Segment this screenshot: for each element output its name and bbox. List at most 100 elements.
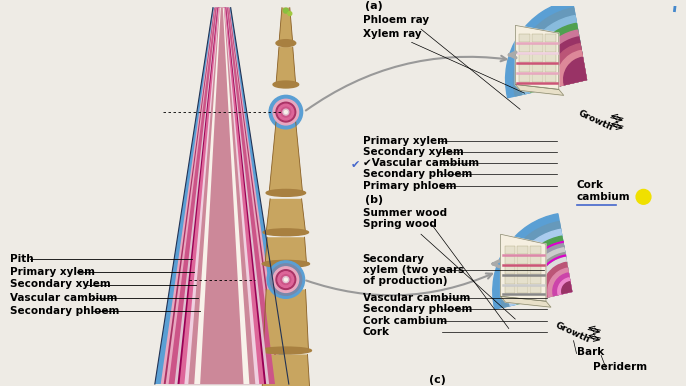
Bar [532,44,543,52]
Bar [530,246,541,254]
Text: Cork cambium: Cork cambium [363,316,447,326]
Wedge shape [508,229,571,306]
Text: Secondary phloem: Secondary phloem [363,169,472,179]
Bar [530,266,541,274]
Text: Secondary phloem: Secondary phloem [363,304,472,314]
Text: Growth: Growth [554,321,591,345]
Wedge shape [506,0,587,98]
Polygon shape [501,234,546,301]
Ellipse shape [263,229,309,236]
Polygon shape [180,8,264,384]
Wedge shape [536,30,587,91]
Text: Secondary: Secondary [363,254,425,264]
Text: Phloem ray: Phloem ray [363,15,429,25]
Ellipse shape [262,261,309,267]
Polygon shape [279,8,293,43]
Bar [505,266,515,274]
Text: Pith: Pith [10,254,34,264]
Polygon shape [262,354,309,386]
Text: Summer wood: Summer wood [363,208,447,218]
Bar [530,276,541,284]
Circle shape [283,109,289,115]
Circle shape [267,261,305,298]
Text: cambium: cambium [576,192,630,202]
Polygon shape [161,8,283,384]
Wedge shape [493,214,571,309]
Polygon shape [194,8,250,384]
Bar [545,34,556,42]
Bar [519,54,530,62]
Wedge shape [550,44,587,88]
Circle shape [269,95,303,129]
Wedge shape [558,278,571,295]
Wedge shape [529,23,587,92]
Bar [517,276,528,284]
Circle shape [273,99,298,125]
Ellipse shape [266,190,305,196]
Ellipse shape [260,347,311,354]
Bar [505,286,515,293]
Polygon shape [200,8,244,384]
Text: Cork: Cork [576,180,604,190]
Circle shape [281,107,291,117]
Polygon shape [265,237,307,264]
Text: Primary xylem: Primary xylem [10,267,95,277]
Wedge shape [557,51,587,86]
Bar [519,44,530,52]
Wedge shape [564,57,587,85]
Circle shape [273,267,298,293]
Text: Vascular cambium: Vascular cambium [10,293,117,303]
Text: ✔: ✔ [351,160,360,170]
Wedge shape [515,236,571,304]
Bar [530,286,541,293]
Ellipse shape [273,81,298,88]
Text: (c): (c) [429,375,446,385]
Text: Secondary xylem: Secondary xylem [363,147,464,157]
Wedge shape [542,262,571,298]
Polygon shape [501,296,551,307]
Ellipse shape [276,40,296,47]
Bar [532,74,543,81]
Polygon shape [164,8,280,384]
Wedge shape [537,257,571,299]
Bar [545,54,556,62]
Bar [517,266,528,274]
Bar [545,64,556,72]
Polygon shape [169,8,275,384]
Circle shape [278,272,294,288]
Wedge shape [501,222,571,307]
Polygon shape [263,290,309,350]
Circle shape [285,278,287,281]
Circle shape [285,111,287,113]
Bar [505,276,515,284]
Polygon shape [276,47,296,85]
Text: of production): of production) [363,276,447,286]
Bar [545,44,556,52]
Text: Primary xylem: Primary xylem [363,135,448,146]
Polygon shape [189,8,255,384]
Text: Xylem ray: Xylem ray [363,29,421,39]
Polygon shape [515,85,564,95]
Text: Growth: Growth [576,109,614,133]
Polygon shape [165,8,278,384]
Wedge shape [532,252,571,300]
Bar [519,64,530,72]
Circle shape [276,270,296,290]
Circle shape [270,264,302,295]
Wedge shape [521,15,587,94]
Polygon shape [185,8,259,384]
Circle shape [281,275,291,284]
Wedge shape [513,8,587,96]
Text: xylem (two years: xylem (two years [363,265,464,275]
Polygon shape [515,25,559,90]
Circle shape [283,8,288,13]
Wedge shape [543,37,587,89]
Text: Secondary xylem: Secondary xylem [10,279,110,290]
Text: Vascular cambium: Vascular cambium [363,293,470,303]
Wedge shape [548,268,571,297]
Text: Spring wood: Spring wood [363,219,436,229]
Text: Periderm: Periderm [593,362,648,372]
Polygon shape [155,8,289,384]
Circle shape [636,190,651,204]
Text: (a): (a) [365,1,382,11]
